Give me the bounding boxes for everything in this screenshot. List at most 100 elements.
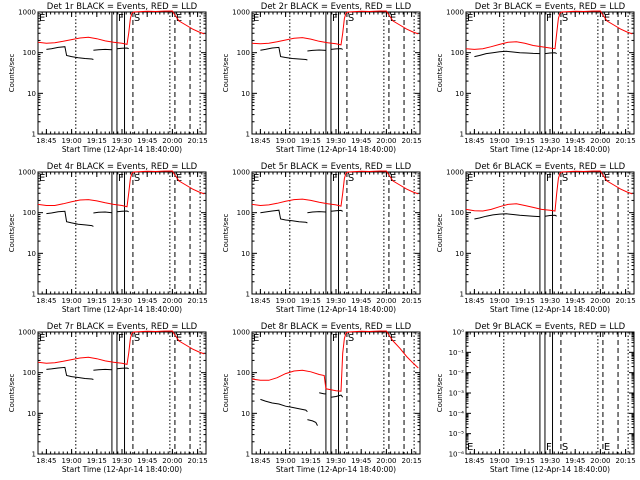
panel-title: Det 3r BLACK = Events, RED = LLD [475,2,626,12]
events-series-line [474,213,540,220]
y-tick-label: 1 [246,451,250,459]
events-series-line [330,394,344,398]
panel-det-6: Det 6r BLACK = Events, RED = LLD 1 10 100 10… [436,162,636,314]
event-marker-label: E [39,173,45,184]
plot-frame [37,11,207,135]
x-tick-label: 18:45 [36,297,56,305]
event-marker-label: E [176,333,182,344]
x-tick-label: 18:45 [36,457,56,465]
y-axis-label: Counts/sec [436,374,444,413]
panel-title: Det 5r BLACK = Events, RED = LLD [261,162,412,172]
x-axis-label: Start Time (12-Apr-14 18:40:00) [276,305,396,314]
x-tick-label: 19:45 [137,457,157,465]
y-axis-label: Counts/sec [436,54,444,93]
event-marker-label: E [390,333,396,344]
x-tick-label: 18:45 [250,137,270,145]
x-tick-label: 20:00 [162,297,182,305]
y-tick-label: 1 [32,451,36,459]
x-tick-label: 19:00 [490,457,510,465]
y-axis-label: Counts/sec [8,214,16,253]
x-tick-label: 19:30 [326,297,346,305]
panel-det-4: Det 4r BLACK = Events, RED = LLD 1 10 100 10… [8,162,208,314]
event-marker-label: E [39,13,45,24]
x-tick-label: 19:15 [87,457,107,465]
x-axis-label: Start Time (12-Apr-14 18:40:00) [490,465,610,474]
y-tick-label: 1 [32,291,36,299]
event-marker-label: E [467,173,473,184]
event-marker-label: E [176,173,182,184]
events-series-line [307,211,326,214]
x-axis-label: Start Time (12-Apr-14 18:40:00) [276,145,396,154]
event-marker-label: F [118,13,124,24]
y-tick-label: 100 [23,369,36,377]
x-tick-label: 20:15 [402,297,422,305]
x-tick-label: 18:45 [250,457,270,465]
x-tick-label: 18:45 [464,457,484,465]
x-tick-label: 20:00 [376,137,396,145]
x-tick-label: 20:15 [616,297,636,305]
y-tick-label: 10⁰ [452,329,464,337]
events-series-line [544,52,557,55]
x-tick-label: 19:15 [301,297,321,305]
events-series-line [330,48,343,50]
events-series-line [46,210,94,227]
events-series-line [260,209,308,224]
y-axis-label: Counts/sec [8,54,16,93]
x-tick-label: 20:15 [188,457,208,465]
x-tick-label: 19:15 [515,457,535,465]
x-tick-label: 19:00 [62,457,82,465]
x-tick-label: 20:15 [616,457,636,465]
event-marker-label: S [134,13,140,24]
x-tick-label: 19:45 [565,297,585,305]
x-tick-label: 19:45 [565,137,585,145]
x-tick-label: 19:45 [351,297,371,305]
x-tick-label: 19:45 [351,457,371,465]
x-tick-label: 19:30 [326,137,346,145]
lld-series-line [251,330,419,392]
panel-det-7: Det 7r BLACK = Events, RED = LLD 1 10 100 10… [8,322,208,474]
event-marker-label: S [562,173,568,184]
event-marker-label: E [467,13,473,24]
panel-title: Det 7r BLACK = Events, RED = LLD [47,322,198,332]
event-marker-label: F [118,333,124,344]
event-marker-label: F [332,173,338,184]
x-tick-label: 19:30 [112,297,132,305]
events-series-line [116,367,129,370]
event-marker-label: S [348,13,354,24]
y-tick-label: 1 [460,131,464,139]
panel-det-9: Det 9r BLACK = Events, RED = LLD 10⁻⁶ 10⁻⁵… [436,322,636,474]
event-marker-label: F [118,173,124,184]
y-axis-label: Counts/sec [222,214,230,253]
events-series-line [116,210,129,213]
x-tick-label: 19:45 [137,137,157,145]
y-tick-label: 100 [237,369,250,377]
event-marker-label: E [467,442,473,453]
x-tick-label: 19:00 [490,137,510,145]
x-tick-label: 19:30 [112,137,132,145]
x-tick-label: 19:30 [540,297,560,305]
y-axis-label: Counts/sec [222,54,230,93]
lld-series-line [37,330,205,366]
panel-title: Det 6r BLACK = Events, RED = LLD [475,162,626,172]
event-marker-label: E [39,333,45,344]
x-axis-label: Start Time (12-Apr-14 18:40:00) [490,305,610,314]
event-marker-label: S [134,173,140,184]
panel-title: Det 8r BLACK = Events, RED = LLD [261,322,412,332]
events-series-line [307,49,326,52]
x-tick-label: 19:00 [62,137,82,145]
plot-frame [251,11,421,135]
y-tick-label: 1 [460,291,464,299]
y-tick-label: 10 [27,90,36,98]
x-tick-label: 18:45 [464,297,484,305]
x-tick-label: 20:15 [402,137,422,145]
events-series-line [260,398,308,413]
event-marker-label: F [546,442,552,453]
event-marker-label: S [348,333,354,344]
event-marker-label: E [604,173,610,184]
x-tick-label: 19:00 [276,297,296,305]
plot-frame [251,331,421,455]
y-tick-label: 10⁻⁶ [449,451,465,459]
panel-det-5: Det 5r BLACK = Events, RED = LLD 1 10 100 10… [222,162,422,314]
y-tick-label: 10 [27,410,36,418]
events-series-line [474,50,540,58]
